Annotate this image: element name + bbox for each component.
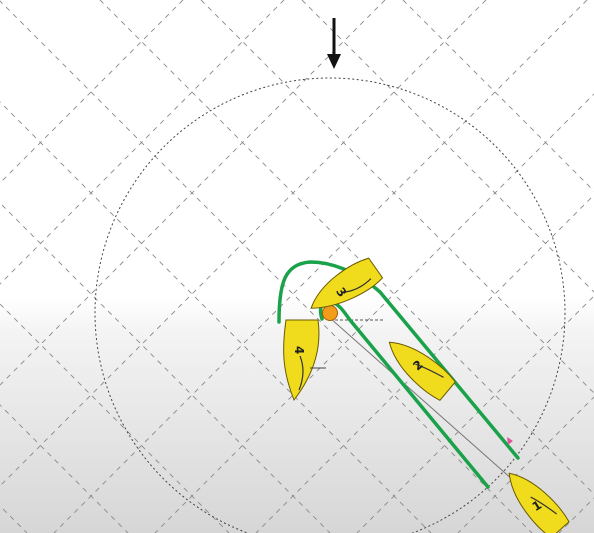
boat-4: 4 [283,319,326,402]
boat-4-number: 4 [292,346,306,354]
boat-3: 3 [310,257,384,309]
boat-2: 2 [388,341,456,401]
zone-circle [94,77,566,533]
wind-direction-arrow-icon [327,18,341,69]
orange-buoy-icon [322,305,338,321]
course-line-mark-to-boat-1 [329,317,531,496]
pink-marker-icon [507,437,513,445]
boat-1: 1 [508,472,570,533]
